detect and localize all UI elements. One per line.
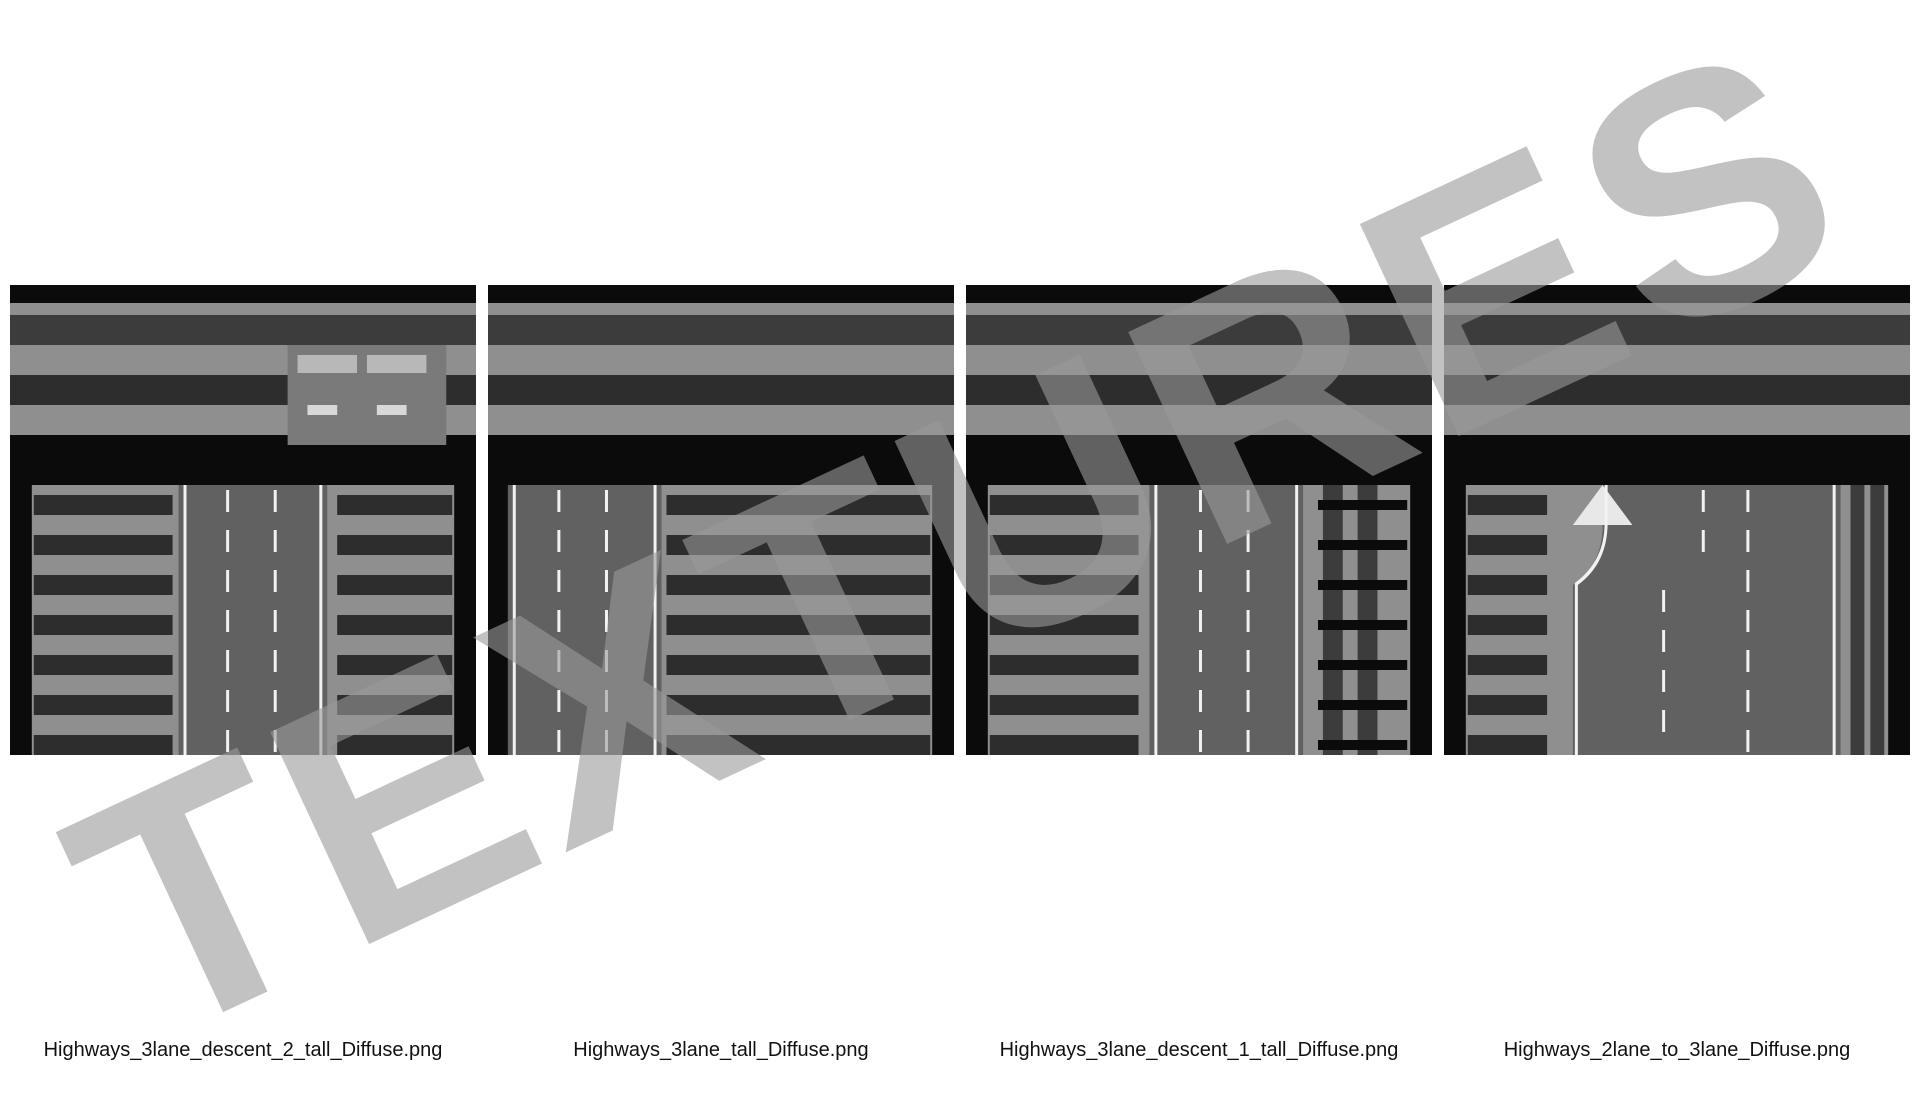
texture-svg-3 bbox=[966, 285, 1432, 755]
texture-caption: Highways_3lane_descent_1_tall_Diffuse.pn… bbox=[966, 1039, 1432, 1062]
texture-svg-2 bbox=[488, 285, 954, 755]
texture-gallery bbox=[0, 285, 1920, 755]
texture-thumb bbox=[966, 285, 1432, 755]
texture-caption: Highways_2lane_to_3lane_Diffuse.png bbox=[1444, 1039, 1910, 1062]
texture-thumb bbox=[1444, 285, 1910, 755]
texture-caption: Highways_3lane_descent_2_tall_Diffuse.pn… bbox=[10, 1039, 476, 1062]
texture-caption: Highways_3lane_tall_Diffuse.png bbox=[488, 1039, 954, 1062]
texture-svg-4 bbox=[1444, 285, 1910, 755]
texture-thumb bbox=[10, 285, 476, 755]
texture-svg-1 bbox=[10, 285, 476, 755]
caption-row: Highways_3lane_descent_2_tall_Diffuse.pn… bbox=[0, 1039, 1920, 1062]
texture-thumb bbox=[488, 285, 954, 755]
